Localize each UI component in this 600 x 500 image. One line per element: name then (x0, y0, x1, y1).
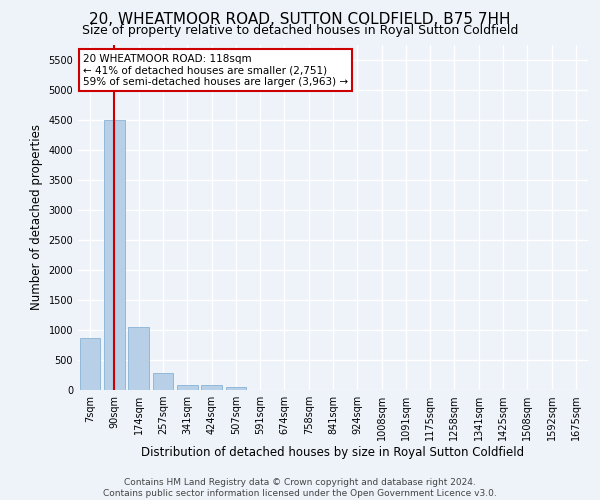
Bar (177, 384, 197, 390)
Bar (128, 327, 149, 390)
Text: 20 WHEATMOOR ROAD: 118sqm
← 41% of detached houses are smaller (2,751)
59% of se: 20 WHEATMOOR ROAD: 118sqm ← 41% of detac… (83, 54, 348, 87)
Bar (152, 373, 173, 390)
Bar (104, 120, 125, 390)
Text: Size of property relative to detached houses in Royal Sutton Coldfield: Size of property relative to detached ho… (82, 24, 518, 37)
Bar (80, 338, 100, 390)
Bar (201, 385, 222, 390)
Y-axis label: Number of detached properties: Number of detached properties (30, 124, 43, 310)
Bar (226, 386, 246, 390)
Text: 20, WHEATMOOR ROAD, SUTTON COLDFIELD, B75 7HH: 20, WHEATMOOR ROAD, SUTTON COLDFIELD, B7… (89, 12, 511, 28)
X-axis label: Distribution of detached houses by size in Royal Sutton Coldfield: Distribution of detached houses by size … (142, 446, 524, 459)
Text: Contains HM Land Registry data © Crown copyright and database right 2024.
Contai: Contains HM Land Registry data © Crown c… (103, 478, 497, 498)
